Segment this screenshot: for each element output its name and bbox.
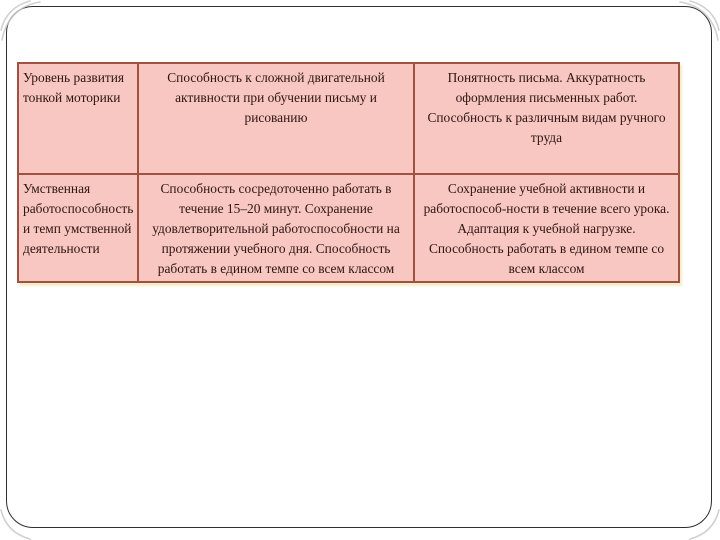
skills-table: Уровень развития тонкой моторики Способн…: [17, 62, 680, 283]
table-cell-r1c2: Способность к сложной двигательной актив…: [137, 62, 415, 175]
table-cell-r1c3: Понятность письма. Аккуратность оформлен…: [413, 62, 680, 175]
table-row: Умственная работоспособность и темп умст…: [17, 173, 680, 283]
table-cell-r2c2: Способность сосредоточенно работать в те…: [137, 173, 415, 283]
table-cell-r1c1: Уровень развития тонкой моторики: [17, 62, 139, 175]
table-cell-r2c1: Умственная работоспособность и темп умст…: [17, 173, 139, 283]
table-row: Уровень развития тонкой моторики Способн…: [17, 62, 680, 175]
table-cell-r2c3: Сохранение учебной активности и работосп…: [413, 173, 680, 283]
slide-frame: [6, 6, 712, 528]
